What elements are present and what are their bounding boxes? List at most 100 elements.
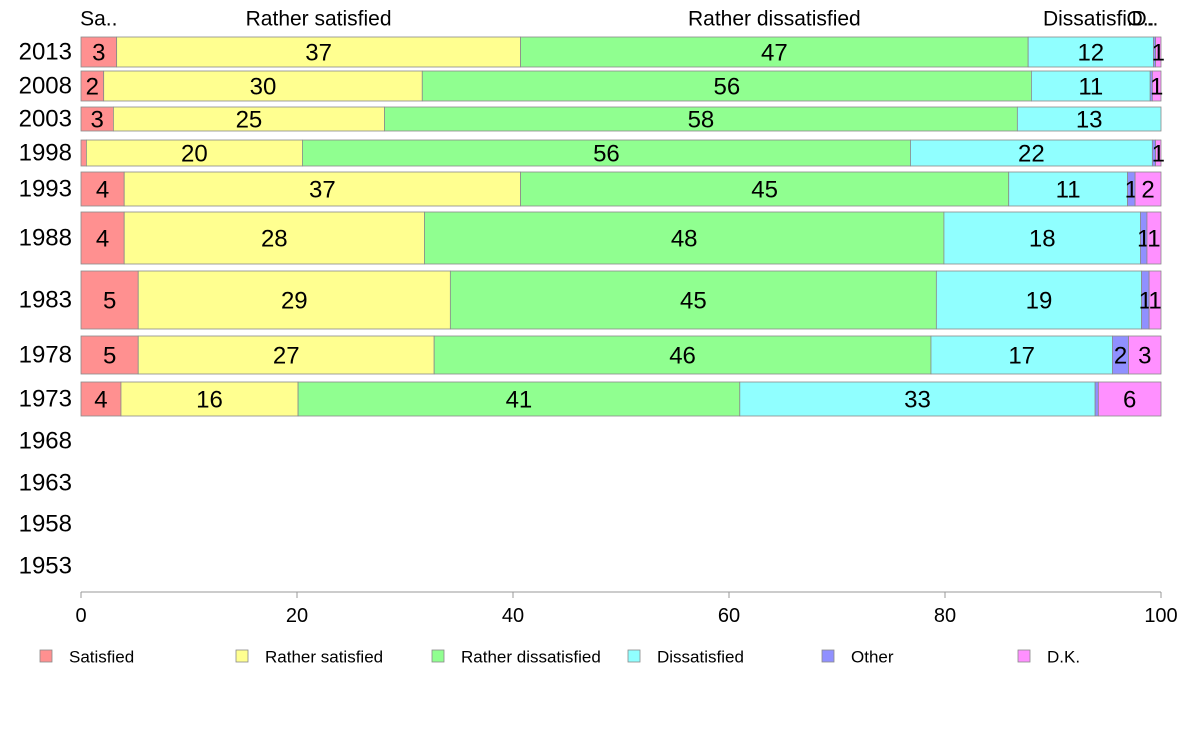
- bar-segment-1988-0: [80, 211, 125, 265]
- bar-segment-1993-0: [80, 171, 125, 207]
- bar-segment-2013-5: [1155, 36, 1162, 68]
- data-label-1973-0: 4: [94, 387, 107, 414]
- data-label-2008-5: 1: [1150, 74, 1163, 101]
- bar-segment-2003-3: [1016, 106, 1162, 132]
- data-label-1998-2: 56: [593, 141, 620, 168]
- data-label-1983-4: 1: [1139, 288, 1152, 315]
- bar-segment-1973-1: [120, 381, 299, 417]
- bar-segment-1993-3: [1008, 171, 1128, 207]
- bar-segment-1998-3: [910, 139, 1153, 167]
- data-label-1993-3: 11: [1056, 177, 1081, 204]
- legend-swatch-5: [1017, 649, 1031, 663]
- data-label-2008-0: 2: [86, 74, 99, 101]
- y-tick-label-1963: 1963: [19, 470, 72, 497]
- data-label-1993-4: 1: [1125, 177, 1138, 204]
- bar-segment-2008-1: [103, 70, 423, 102]
- legend-label-1: Rather satisfied: [265, 648, 383, 667]
- y-tick-label-2003: 2003: [19, 106, 72, 133]
- data-label-1978-0: 5: [103, 343, 116, 370]
- legend-swatch-4: [821, 649, 835, 663]
- data-label-1973-1: 16: [196, 387, 223, 414]
- bar-segment-1978-5: [1128, 335, 1162, 375]
- data-label-1983-5: 1: [1148, 288, 1161, 315]
- bar-segment-1993-2: [520, 171, 1010, 207]
- bar-segment-1998-5: [1155, 139, 1162, 167]
- data-label-2003-3: 13: [1076, 107, 1103, 134]
- y-tick-label-1958: 1958: [19, 511, 72, 538]
- y-tick-label-1978: 1978: [19, 342, 72, 369]
- top-category-label-2: Rather dissatisfied: [688, 8, 861, 31]
- legend-label-0: Satisfied: [69, 648, 134, 667]
- bar-segment-2003-1: [113, 106, 385, 132]
- data-label-2008-1: 30: [250, 74, 277, 101]
- bar-segment-1978-0: [80, 335, 139, 375]
- x-tick-label-0: 0: [75, 605, 86, 627]
- data-label-1978-5: 3: [1138, 343, 1151, 370]
- legend-label-4: Other: [851, 648, 894, 667]
- bar-segment-1998-2: [301, 139, 911, 167]
- legend-label-3: Dissatisfied: [657, 648, 744, 667]
- top-category-label-1: Rather satisfied: [246, 8, 392, 31]
- data-label-2003-2: 58: [688, 107, 715, 134]
- data-label-1978-2: 46: [669, 343, 696, 370]
- data-label-1978-1: 27: [273, 343, 300, 370]
- bar-segment-1988-5: [1146, 211, 1162, 265]
- y-tick-label-2013: 2013: [19, 39, 72, 66]
- data-label-1983-1: 29: [281, 288, 308, 315]
- top-category-label-3: Dissatisfi..: [1043, 8, 1139, 31]
- top-category-label-4: O..: [1127, 8, 1155, 31]
- x-tick-label-20: 20: [286, 605, 308, 627]
- data-label-2013-5: 1: [1152, 40, 1165, 67]
- y-tick-label-1988: 1988: [19, 225, 72, 252]
- data-label-1978-4: 2: [1114, 343, 1127, 370]
- data-label-1983-0: 5: [103, 288, 116, 315]
- bar-segment-2013-2: [520, 36, 1029, 68]
- data-label-2013-2: 47: [761, 40, 788, 67]
- data-label-2008-2: 56: [713, 74, 740, 101]
- data-label-1998-3: 22: [1018, 141, 1045, 168]
- y-tick-label-1973: 1973: [19, 386, 72, 413]
- bar-segment-2008-2: [421, 70, 1032, 102]
- bar-segment-1973-5: [1097, 381, 1162, 417]
- bar-segment-1983-5: [1148, 270, 1162, 330]
- bar-segment-2008-3: [1031, 70, 1151, 102]
- bar-segment-1973-4: [1094, 381, 1099, 417]
- data-label-2008-3: 11: [1078, 74, 1103, 101]
- x-tick-label-100: 100: [1144, 605, 1177, 627]
- data-label-2013-0: 3: [92, 40, 105, 67]
- bar-segment-1993-1: [123, 171, 521, 207]
- bar-segment-1983-3: [935, 270, 1142, 330]
- bar-segment-1988-2: [424, 211, 945, 265]
- bar-segment-1983-1: [137, 270, 451, 330]
- bar-segment-1983-0: [80, 270, 139, 330]
- bar-segment-2008-5: [1151, 70, 1162, 102]
- data-label-1988-5: 1: [1147, 226, 1160, 253]
- data-label-2013-3: 12: [1077, 40, 1104, 67]
- bar-segment-1993-5: [1134, 171, 1162, 207]
- bar-segment-1998-1: [86, 139, 303, 167]
- data-label-1988-0: 4: [96, 226, 109, 253]
- data-label-1988-1: 28: [261, 226, 288, 253]
- data-label-2013-1: 37: [305, 40, 332, 67]
- data-label-1973-5: 6: [1123, 387, 1136, 414]
- bar-segment-2003-2: [384, 106, 1018, 132]
- data-label-1998-5: 1: [1152, 141, 1165, 168]
- legend-swatch-1: [235, 649, 249, 663]
- data-label-1998-1: 20: [181, 141, 208, 168]
- y-tick-label-1968: 1968: [19, 428, 72, 455]
- top-category-label-0: Sa..: [80, 8, 117, 31]
- y-tick-label-1983: 1983: [19, 287, 72, 314]
- y-tick-label-1993: 1993: [19, 176, 72, 203]
- data-label-1973-3: 33: [904, 387, 931, 414]
- bar-segment-1998-0: [80, 139, 87, 167]
- data-label-1973-2: 41: [506, 387, 533, 414]
- legend-swatch-3: [627, 649, 641, 663]
- x-tick-label-60: 60: [718, 605, 740, 627]
- data-label-1993-2: 45: [751, 177, 778, 204]
- x-tick-label-40: 40: [502, 605, 524, 627]
- legend-label-5: D.K.: [1047, 648, 1080, 667]
- y-tick-label-1998: 1998: [19, 140, 72, 167]
- data-label-1988-2: 48: [671, 226, 698, 253]
